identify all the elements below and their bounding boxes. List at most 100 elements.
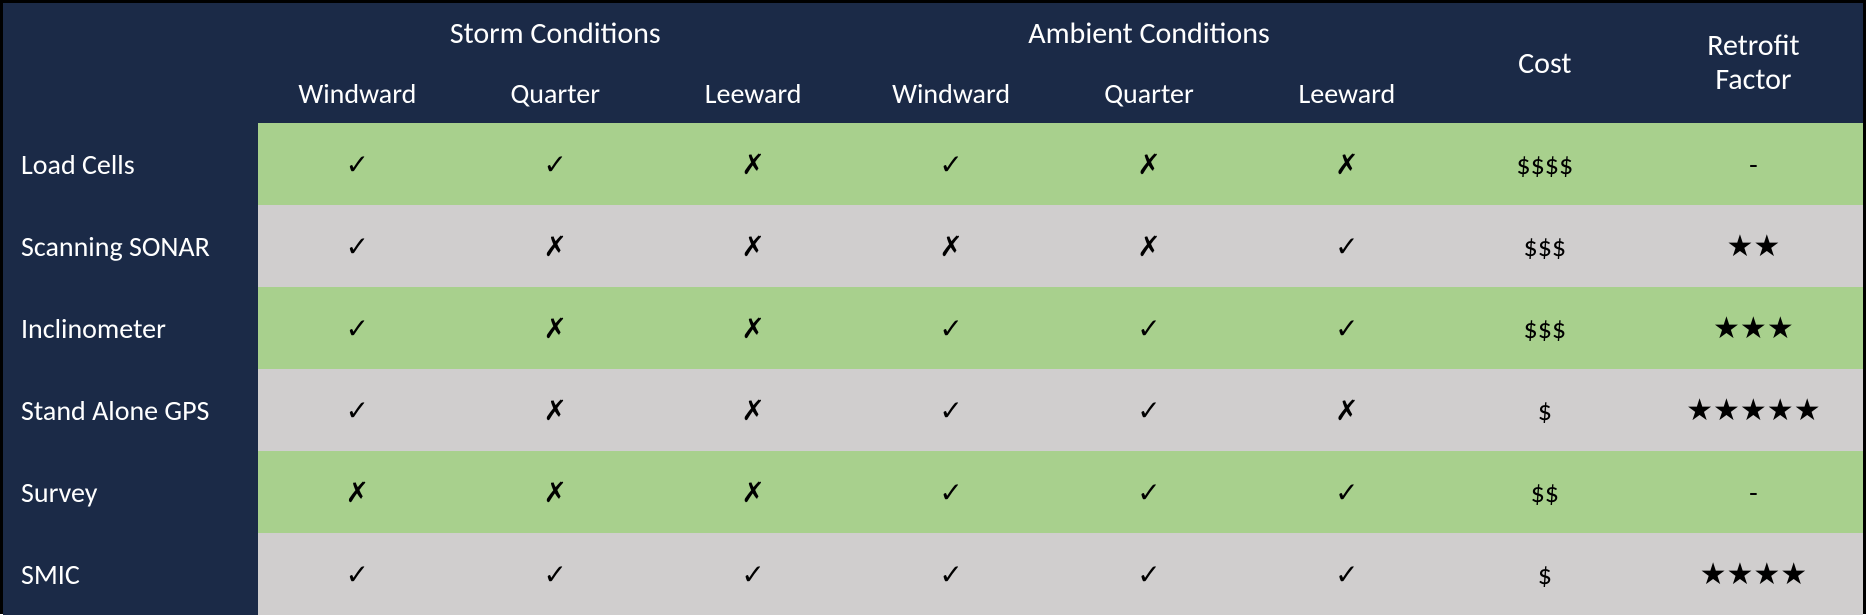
- check-icon: ✓: [346, 147, 369, 182]
- table-row: Survey ✗ ✗ ✗ ✓ ✓ ✓ $$ -: [3, 451, 1863, 533]
- cross-icon: ✗: [1335, 147, 1358, 182]
- cell-retrofit: ★★★★★: [1644, 369, 1863, 451]
- cell-storm-quarter: ✗: [456, 369, 654, 451]
- table-row: Scanning SONAR✓✗✗✗✗✓$$$★★: [3, 205, 1863, 287]
- check-icon: ✓: [1335, 229, 1358, 264]
- cross-icon: ✗: [543, 229, 566, 264]
- header-storm-windward: Windward: [258, 63, 456, 123]
- check-icon: ✓: [543, 557, 566, 592]
- cross-icon: ✗: [939, 229, 962, 264]
- header-storm-quarter: Quarter: [456, 63, 654, 123]
- check-icon: ✓: [939, 147, 962, 182]
- cell-storm-leeward: ✗: [654, 205, 852, 287]
- table-row: SMIC ✓ ✓ ✓ ✓ ✓ ✓ $ ★★★★: [3, 533, 1863, 615]
- cell-ambient-leeward: ✓: [1248, 533, 1446, 615]
- header-retrofit-line2: Factor: [1715, 61, 1791, 98]
- check-icon: ✓: [346, 557, 369, 592]
- header-retrofit: Retrofit Factor: [1644, 3, 1863, 123]
- cross-icon: ✗: [741, 147, 764, 182]
- cell-ambient-quarter: ✗: [1050, 205, 1248, 287]
- cell-storm-windward: ✗: [258, 451, 456, 533]
- cell-ambient-quarter: ✓: [1050, 369, 1248, 451]
- cross-icon: ✗: [741, 393, 764, 428]
- cell-ambient-leeward: ✓: [1248, 451, 1446, 533]
- cost-value: $$: [1531, 475, 1559, 510]
- retrofit-stars: ★★: [1726, 228, 1780, 265]
- cell-ambient-windward: ✓: [852, 369, 1050, 451]
- cross-icon: ✗: [741, 311, 764, 346]
- cell-cost: $$: [1446, 451, 1644, 533]
- header-ambient-leeward: Leeward: [1248, 63, 1446, 123]
- cell-retrofit: -: [1644, 451, 1863, 533]
- cross-icon: ✗: [1137, 147, 1160, 182]
- cross-icon: ✗: [346, 475, 369, 510]
- cost-value: $$$: [1524, 229, 1567, 264]
- cross-icon: ✗: [1335, 393, 1358, 428]
- cost-value: $: [1538, 557, 1552, 592]
- cell-retrofit: ★★★★: [1644, 533, 1863, 615]
- cell-cost: $$$$: [1446, 123, 1644, 205]
- cross-icon: ✗: [741, 229, 764, 264]
- cell-storm-windward: ✓: [258, 533, 456, 615]
- cell-storm-leeward: ✗: [654, 287, 852, 369]
- check-icon: ✓: [1335, 475, 1358, 510]
- check-icon: ✓: [939, 475, 962, 510]
- header-ambient-quarter: Quarter: [1050, 63, 1248, 123]
- check-icon: ✓: [939, 311, 962, 346]
- cell-retrofit: ★★★: [1644, 287, 1863, 369]
- cell-retrofit: ★★: [1644, 205, 1863, 287]
- cost-value: $$$: [1524, 311, 1567, 346]
- row-label: Survey: [3, 451, 258, 533]
- row-label: Scanning SONAR: [3, 205, 258, 287]
- check-icon: ✓: [939, 393, 962, 428]
- cross-icon: ✗: [543, 475, 566, 510]
- cell-ambient-quarter: ✓: [1050, 533, 1248, 615]
- cell-ambient-quarter: ✓: [1050, 451, 1248, 533]
- retrofit-stars: ★★★★★: [1686, 392, 1820, 429]
- check-icon: ✓: [1335, 557, 1358, 592]
- check-icon: ✓: [939, 557, 962, 592]
- check-icon: ✓: [1137, 557, 1160, 592]
- header-group-storm: Storm Conditions: [258, 3, 852, 63]
- retrofit-stars: ★★★★: [1700, 556, 1808, 593]
- check-icon: ✓: [741, 557, 764, 592]
- table-row: Inclinometer✓✗✗✓✓✓$$$★★★: [3, 287, 1863, 369]
- header-storm-leeward: Leeward: [654, 63, 852, 123]
- cell-storm-leeward: ✗: [654, 123, 852, 205]
- cell-storm-windward: ✓: [258, 123, 456, 205]
- cross-icon: ✗: [1137, 229, 1160, 264]
- check-icon: ✓: [1335, 311, 1358, 346]
- row-label: Stand Alone GPS: [3, 369, 258, 451]
- table-body: Load Cells✓✓✗✓✗✗$$$$-Scanning SONAR✓✗✗✗✗…: [3, 123, 1863, 615]
- cell-ambient-leeward: ✓: [1248, 287, 1446, 369]
- comparison-table: Storm Conditions Ambient Conditions Cost…: [3, 3, 1863, 615]
- comparison-table-container: Storm Conditions Ambient Conditions Cost…: [0, 0, 1866, 614]
- retrofit-na: -: [1749, 147, 1758, 182]
- cell-cost: $$$: [1446, 287, 1644, 369]
- cell-storm-quarter: ✗: [456, 451, 654, 533]
- cell-ambient-windward: ✓: [852, 451, 1050, 533]
- cell-storm-quarter: ✗: [456, 287, 654, 369]
- check-icon: ✓: [346, 393, 369, 428]
- cell-ambient-windward: ✗: [852, 205, 1050, 287]
- cell-ambient-leeward: ✗: [1248, 369, 1446, 451]
- retrofit-na: -: [1749, 475, 1758, 510]
- table-header: Storm Conditions Ambient Conditions Cost…: [3, 3, 1863, 123]
- header-group-ambient: Ambient Conditions: [852, 3, 1446, 63]
- header-blank: [3, 3, 258, 123]
- cell-retrofit: -: [1644, 123, 1863, 205]
- table-row: Stand Alone GPS ✓ ✗ ✗ ✓ ✓ ✗ $ ★★★★★: [3, 369, 1863, 451]
- cross-icon: ✗: [543, 311, 566, 346]
- cross-icon: ✗: [741, 475, 764, 510]
- cell-storm-windward: ✓: [258, 205, 456, 287]
- retrofit-stars: ★★★: [1713, 310, 1794, 347]
- header-ambient-windward: Windward: [852, 63, 1050, 123]
- cell-ambient-leeward: ✗: [1248, 123, 1446, 205]
- header-cost: Cost: [1446, 3, 1644, 123]
- cell-cost: $: [1446, 369, 1644, 451]
- cell-storm-quarter: ✓: [456, 533, 654, 615]
- check-icon: ✓: [1137, 311, 1160, 346]
- row-label: Load Cells: [3, 123, 258, 205]
- row-label: SMIC: [3, 533, 258, 615]
- cell-ambient-quarter: ✗: [1050, 123, 1248, 205]
